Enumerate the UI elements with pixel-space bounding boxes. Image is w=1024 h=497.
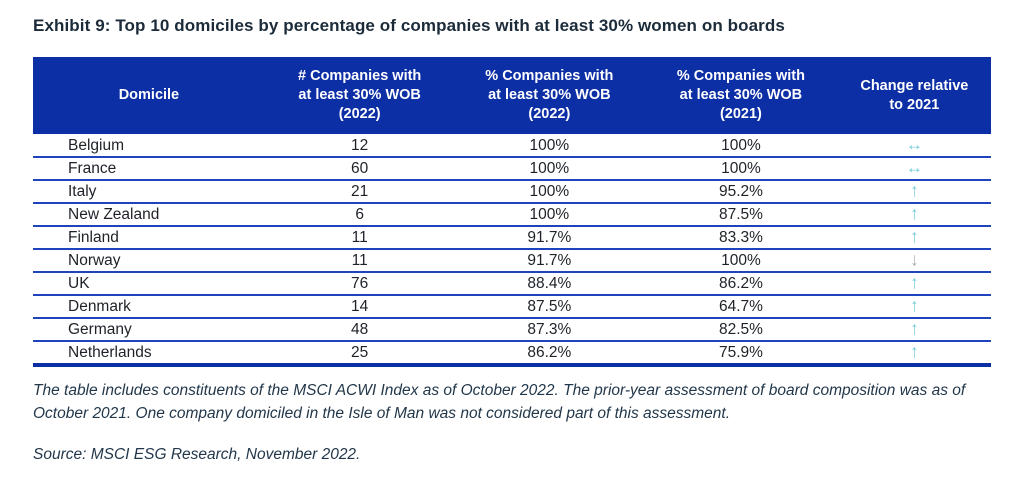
table-header-row: Domicile # Companies with at least 30% W…: [33, 57, 991, 134]
col-header-domicile: Domicile: [33, 57, 265, 134]
cell-domicile: Denmark: [68, 298, 131, 315]
cell-pct-2021: 95.2%: [718, 183, 763, 200]
arrow-left-right-icon: ↔: [905, 134, 923, 154]
cell-change: ↑: [838, 203, 991, 226]
cell-pct-2022: 86.2%: [527, 344, 572, 361]
table-row-new-zealand: New Zealand 6 100% 87.5% ↑: [33, 203, 991, 226]
cell-change: ↑: [838, 226, 991, 249]
cell-change: ↔: [838, 157, 991, 180]
table-note: The table includes constituents of the M…: [33, 382, 966, 422]
cell-change: ↑: [838, 295, 991, 318]
arrow-up-icon: ↑: [910, 296, 919, 317]
cell-change: ↔: [838, 134, 991, 157]
cell-pct-2022: 91.7%: [527, 229, 572, 246]
exhibit-title: Exhibit 9: Top 10 domiciles by percentag…: [33, 16, 785, 35]
cell-pct-2021: 100%: [721, 252, 761, 269]
cell-companies-2022: 12: [351, 136, 369, 154]
cell-change: ↑: [838, 341, 991, 365]
arrow-left-right-icon: ↔: [905, 158, 923, 177]
cell-companies-2022: 6: [355, 206, 364, 223]
cell-pct-2022: 100%: [529, 206, 570, 223]
cell-companies-2022: 11: [351, 252, 368, 269]
table-row-norway: Norway 11 91.7% 100% ↓: [33, 249, 991, 272]
cell-companies-2022: 76: [351, 275, 369, 292]
cell-pct-2022: 100%: [529, 136, 570, 154]
table-row-uk: UK 76 88.4% 86.2% ↑: [33, 272, 991, 295]
cell-companies-2022: 14: [351, 298, 369, 315]
table-row-belgium: Belgium 12 100% 100% ↔: [33, 134, 991, 157]
table-row-italy: Italy 21 100% 95.2% ↑: [33, 180, 991, 203]
cell-pct-2021: 100%: [721, 136, 761, 154]
col-header-pct-2021: % Companies with at least 30% WOB (2021): [644, 57, 838, 134]
cell-pct-2022: 88.4%: [527, 275, 572, 292]
cell-domicile: Norway: [68, 252, 121, 269]
table-row-denmark: Denmark 14 87.5% 64.7% ↑: [33, 295, 991, 318]
cell-pct-2021: 82.5%: [718, 321, 763, 338]
table-row-finland: Finland 11 91.7% 83.3% ↑: [33, 226, 991, 249]
table-row-germany: Germany 48 87.3% 82.5% ↑: [33, 318, 991, 341]
cell-domicile: Netherlands: [68, 344, 152, 361]
cell-pct-2022: 91.7%: [527, 252, 572, 269]
table-row-france: France 60 100% 100% ↔: [33, 157, 991, 180]
cell-pct-2021: 83.3%: [718, 229, 763, 246]
cell-domicile: Finland: [68, 229, 119, 246]
col-header-companies-2022: # Companies with at least 30% WOB (2022): [264, 57, 455, 134]
cell-change: ↑: [838, 272, 991, 295]
cell-companies-2022: 60: [351, 160, 369, 177]
cell-pct-2022: 100%: [529, 160, 570, 177]
arrow-up-icon: ↑: [910, 204, 919, 225]
arrow-down-icon: ↓: [910, 250, 919, 271]
cell-companies-2022: 25: [351, 344, 369, 361]
wob-table: Domicile # Companies with at least 30% W…: [33, 57, 991, 367]
cell-pct-2021: 86.2%: [718, 275, 763, 292]
cell-domicile: France: [68, 160, 117, 177]
col-header-change: Change relative to 2021: [837, 57, 991, 134]
cell-pct-2021: 87.5%: [718, 206, 763, 223]
table-row-netherlands: Netherlands 25 86.2% 75.9% ↑: [33, 341, 991, 365]
col-header-pct-2022: % Companies with at least 30% WOB (2022): [454, 57, 645, 134]
arrow-up-icon: ↑: [910, 181, 919, 202]
arrow-up-icon: ↑: [910, 227, 919, 248]
cell-pct-2021: 75.9%: [718, 344, 763, 361]
cell-pct-2022: 87.3%: [527, 321, 572, 338]
cell-domicile: Belgium: [68, 136, 124, 154]
cell-companies-2022: 21: [351, 183, 369, 200]
cell-domicile: Germany: [68, 321, 132, 338]
cell-domicile: Italy: [68, 183, 97, 200]
exhibit-page: Exhibit 9: Top 10 domiciles by percentag…: [33, 16, 991, 463]
cell-domicile: New Zealand: [68, 206, 160, 223]
arrow-up-icon: ↑: [910, 273, 919, 294]
source-note: Source: MSCI ESG Research, November 2022…: [33, 446, 361, 463]
arrow-up-icon: ↑: [910, 342, 919, 363]
cell-companies-2022: 48: [351, 321, 369, 338]
cell-pct-2022: 100%: [529, 183, 570, 200]
cell-pct-2021: 100%: [721, 160, 761, 177]
cell-companies-2022: 11: [351, 229, 368, 246]
cell-change: ↑: [838, 318, 991, 341]
arrow-up-icon: ↑: [910, 319, 919, 340]
cell-change: ↑: [838, 180, 991, 203]
cell-change: ↓: [838, 249, 991, 272]
cell-domicile: UK: [68, 275, 90, 292]
cell-pct-2021: 64.7%: [718, 298, 763, 315]
cell-pct-2022: 87.5%: [527, 298, 572, 315]
